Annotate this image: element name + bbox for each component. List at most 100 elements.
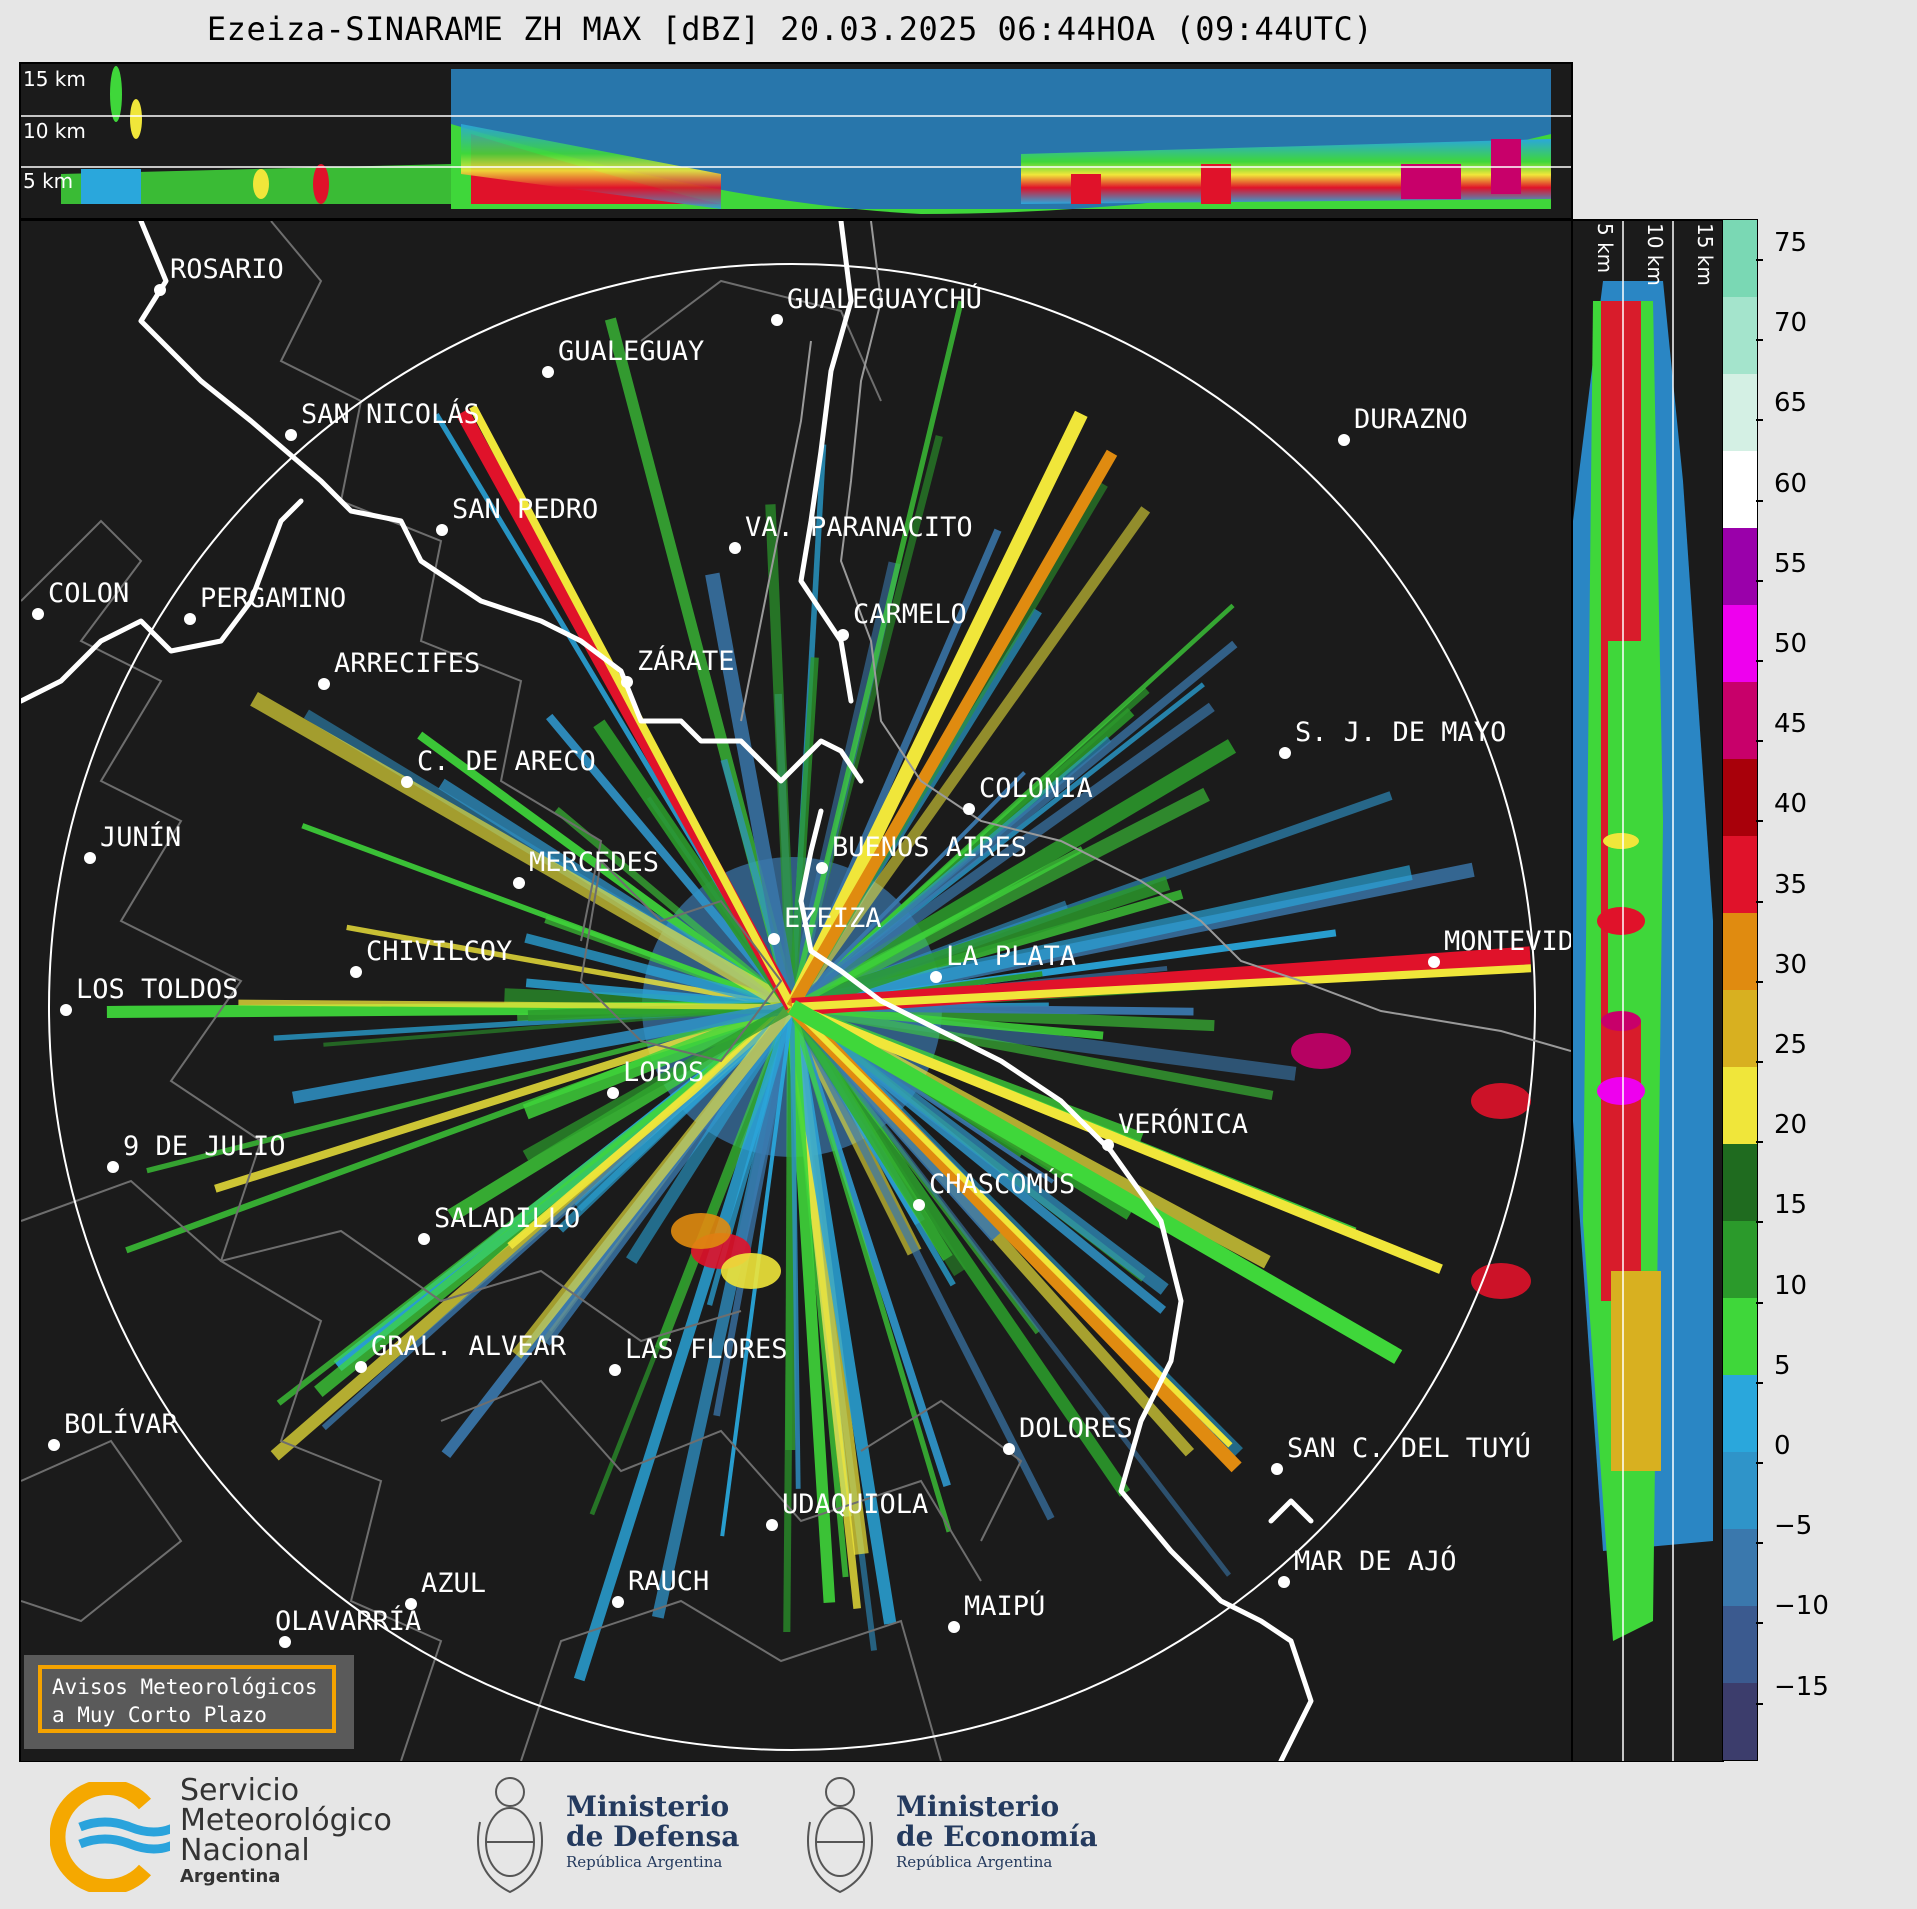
convective-cell [721,1253,781,1289]
echo-cell [1071,174,1101,204]
city-label: DOLORES [1019,1413,1133,1444]
convective-cell [1291,1033,1351,1069]
echo-cell [1401,164,1461,199]
colorbar-segment [1723,759,1757,837]
radar-ray [786,1003,966,1277]
colorbar-tick-label: 0 [1756,1431,1791,1477]
defensa-name: Ministerio de Defensa República Argentin… [566,1792,739,1872]
convective-cell [1471,1263,1531,1299]
radar-ray [790,865,1413,1015]
city-marker-icon [350,966,362,978]
colorbar-tick-label: 5 [1756,1351,1791,1397]
radar-ray [787,506,1151,1011]
colorbar-segment [1723,1067,1757,1145]
city-marker-icon [1003,1443,1015,1455]
city-marker-icon [84,852,96,864]
colorbar-tick-text: 40 [1774,789,1808,820]
colorbar-tick-text: −10 [1774,1591,1829,1622]
radar-ray-strong [469,404,796,1009]
radar-ray [301,823,793,1010]
colorbar-tick-label: 15 [1755,1190,1807,1236]
city-marker-icon [154,284,166,296]
echo-cell [130,99,142,139]
city-marker-icon [930,971,942,983]
avisos-badge[interactable]: Avisos Meteorológicos a Muy Corto Plazo [24,1655,354,1749]
radar-range-ring [48,263,1536,1751]
city-label: ZÁRATE [637,645,735,677]
city-label: OLAVARRÍA [275,1605,421,1637]
radar-ray [250,692,796,1014]
radar-ray [790,771,1026,1009]
radar-ray [789,300,964,1008]
radar-ray [522,1002,795,1161]
right-cross-section-svg: 5 km 10 km 15 km [1573,221,1717,1761]
city-marker-icon [184,613,196,625]
echo-cell [253,169,269,199]
radar-ray [789,876,1171,1014]
avisos-box[interactable]: Avisos Meteorológicos a Muy Corto Plazo [38,1665,336,1733]
echo-cell [1597,907,1645,935]
city-label: GUALEGUAYCHÚ [787,283,982,315]
colorbar-tick-text: 45 [1774,709,1808,740]
colorbar-segment [1723,1375,1757,1453]
colorbar-segment [1723,297,1757,375]
colorbar-tick-text: 5 [1774,1350,1791,1381]
radar-ray-strong [791,964,1532,1011]
colorbar-tick-label: 30 [1755,950,1807,996]
city-marker-icon [609,1364,621,1376]
colorbar-tick-text: −5 [1774,1511,1813,1542]
echo-cell [1201,164,1231,204]
radar-ray [238,999,793,1010]
city-marker-icon [355,1361,367,1373]
city-label: LOS TOLDOS [76,974,239,1005]
city-marker-icon [1428,956,1440,968]
city-marker-icon [837,629,849,641]
altitude-label: 15 km [1693,223,1717,286]
city-label: CHIVILCOY [366,936,512,967]
top-cross-section-svg: 15 km 10 km 5 km [21,66,1571,214]
colorbar-tick-text: 15 [1774,1190,1808,1221]
city-marker-icon [612,1596,624,1608]
radar-ray [789,702,1215,1012]
colorbar-segment [1723,605,1757,683]
radar-ray [146,1004,793,1174]
colorbar-segment [1723,1606,1757,1684]
defensa-line2: de Defensa [566,1820,740,1853]
altitude-label: 5 km [1593,223,1617,273]
city-label: SAN PEDRO [452,494,598,525]
city-label: EZEIZA [784,903,882,934]
avisos-line1: Avisos Meteorológicos [52,1675,318,1699]
colorbar-segment [1723,528,1757,606]
radar-ray [788,1005,1055,1521]
colorbar-tick-text: 65 [1774,388,1808,419]
city-label: GUALEGUAY [558,336,704,367]
radar-ray [791,1002,1274,1100]
city-label: GRAL. ALVEAR [371,1331,567,1362]
coat-of-arms-icon [477,1777,543,1894]
colorbar-segment [1723,913,1757,991]
city-label: 9 DE JULIO [123,1131,286,1162]
radar-ray [787,657,819,1008]
economia-line1: Ministerio [896,1790,1060,1823]
colorbar-tick-label: 45 [1755,709,1807,755]
smn-logo-icon [50,1782,170,1892]
echo-cell [313,164,329,204]
colorbar-segment [1723,220,1757,298]
radar-ray [789,640,1238,1011]
city-label: MAR DE AJÓ [1294,1545,1457,1577]
city-marker-icon [621,676,633,688]
defensa-line1: Ministerio [566,1790,730,1823]
city-marker-icon [60,1004,72,1016]
altitude-label: 15 km [23,67,86,91]
city-label: ARRECIFES [334,648,480,679]
city-label: LAS FLORES [625,1334,788,1365]
city-marker-icon [32,608,44,620]
radar-ray-strong [787,1000,1403,1364]
city-marker-icon [948,1621,960,1633]
convective-cell [671,1213,731,1249]
colorbar-tick-label: 50 [1755,629,1807,675]
footer-logos: Servicio Meteorológico Nacional Argentin… [0,1762,1917,1909]
city-label: C. DE ARECO [417,746,596,777]
city-label: SAN NICOLÁS [301,398,480,430]
echo-cell [81,169,141,204]
